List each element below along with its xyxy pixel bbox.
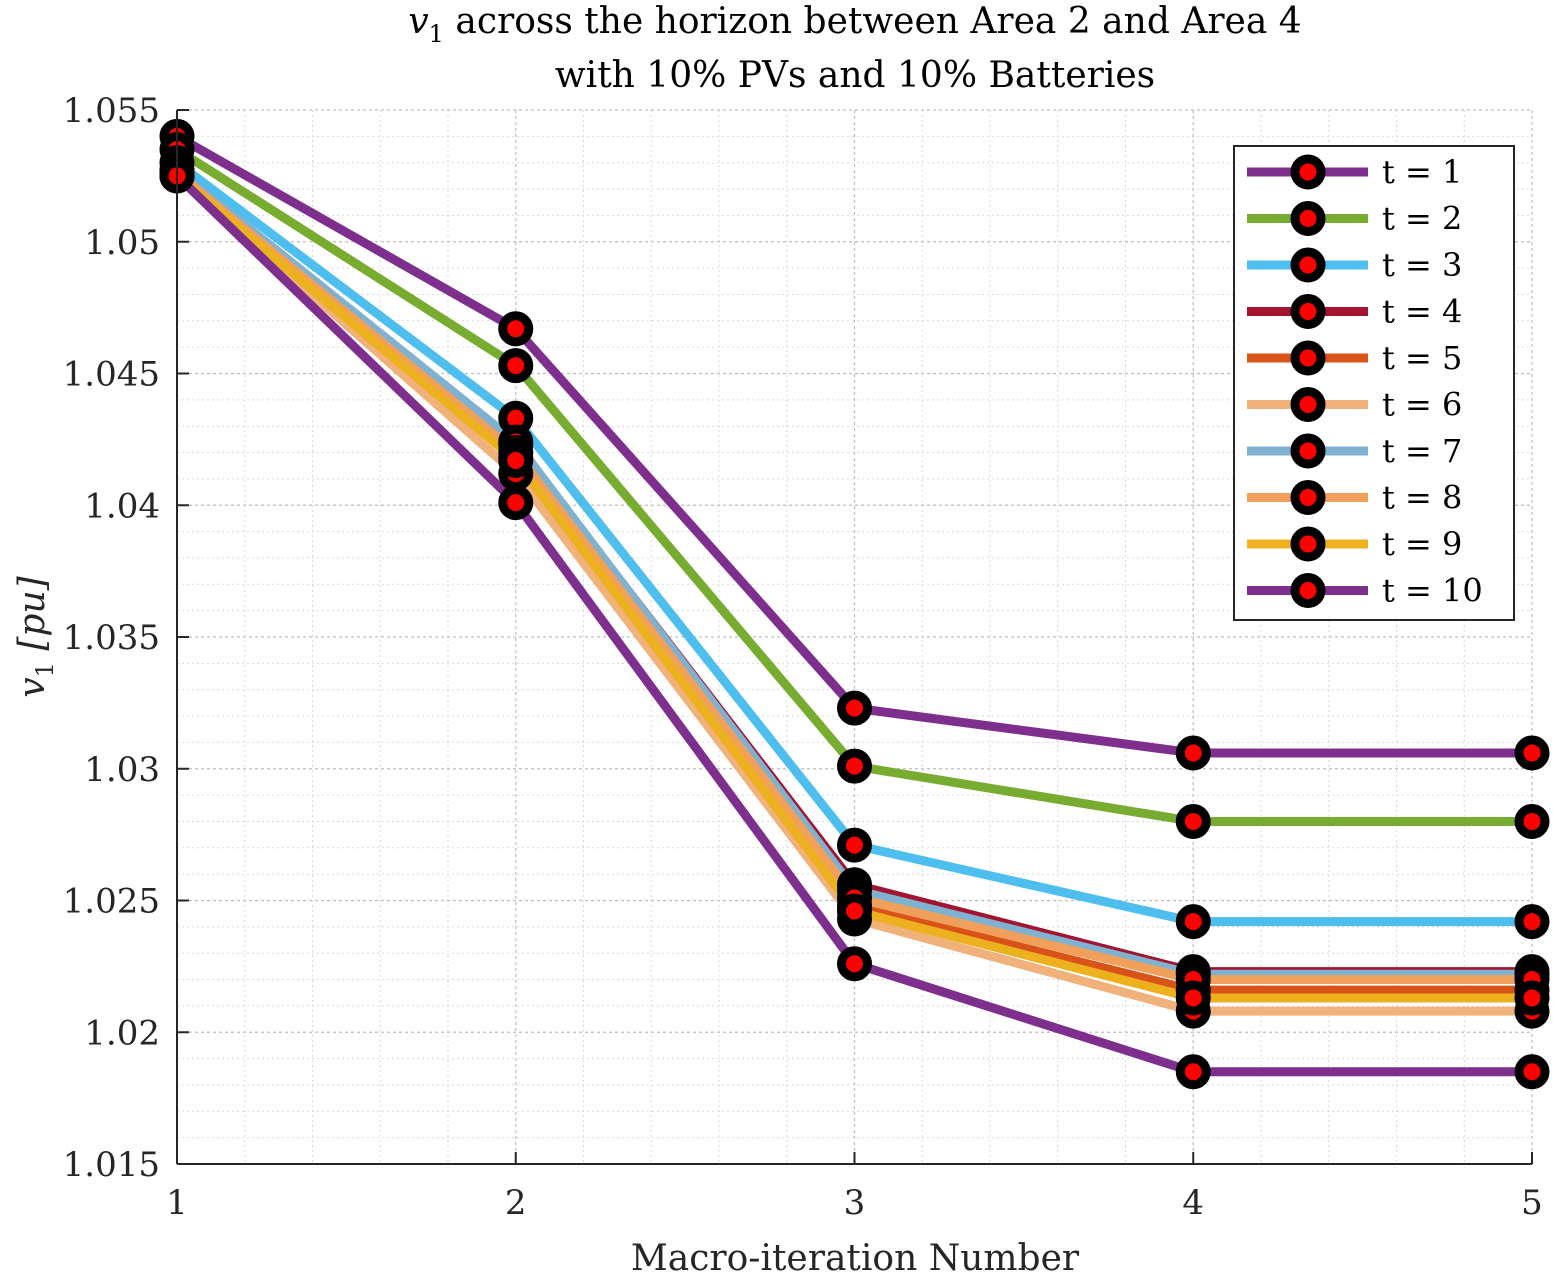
data-point-t3 [837,827,872,863]
data-point-t10 [498,485,534,521]
y-tick-label: 1.015 [63,1145,160,1185]
x-tick-labels: 1 2 3 4 5 [166,1183,1543,1223]
data-point-t3 [1175,904,1211,940]
legend-label-t1: t = 1 [1382,153,1462,191]
y-axis-unit: [pu] [12,575,53,662]
data-point-t9 [1175,980,1211,1016]
title-variable: v [408,1,428,42]
legend-marker-t6 [1290,387,1326,422]
legend: t = 1 t = 2 t = 3 t = 4 t = 5 t = 6 t = 7 t = 8… [1233,145,1515,621]
y-tick-label: 1.03 [84,750,160,790]
data-point-t2 [1514,803,1550,839]
y-axis-subscript: 1 [31,662,59,677]
legend-marker-t7 [1290,433,1326,469]
legend-entries: t = 1 t = 2 t = 3 t = 4 t = 5 t = 6 t = 7 t = 8… [1247,153,1483,610]
data-point-t1 [837,690,872,726]
y-axis-variable: v [12,677,53,697]
legend-marker-t10 [1290,573,1326,608]
legend-label-t4: t = 4 [1382,293,1462,331]
data-point-t2 [498,348,534,384]
y-tick-label: 1.04 [84,486,160,526]
y-tick-label: 1.025 [63,882,160,922]
chart-title-line1: v1 across the horizon between Area 2 and… [408,1,1301,48]
legend-label-t6: t = 6 [1382,386,1462,424]
legend-marker-t3 [1290,247,1326,283]
data-point-t1 [1514,735,1550,771]
series-markers [159,118,1550,1090]
data-point-t9 [837,893,872,929]
legend-marker-t2 [1290,201,1326,236]
x-tick-label: 3 [844,1183,866,1223]
y-tick-label: 1.05 [84,223,160,263]
y-tick-label: 1.045 [63,355,160,395]
tick-marks [176,109,1533,1165]
legend-label-t7: t = 7 [1382,432,1462,470]
data-point-t9 [498,442,534,478]
x-tick-label: 4 [1182,1183,1204,1223]
title-subscript: 1 [429,20,444,48]
x-tick-label: 1 [166,1183,188,1223]
legend-label-t10: t = 10 [1382,572,1483,610]
legend-marker-t5 [1290,340,1326,376]
legend-label-t8: t = 8 [1382,479,1462,517]
y-tick-label: 1.035 [63,618,160,658]
data-point-t1 [1175,735,1211,771]
data-point-t10 [837,946,872,982]
chart-title-line2: with 10% PVs and 10% Batteries [555,55,1155,96]
data-point-t3 [1514,904,1550,940]
y-tick-label: 1.02 [84,1013,160,1053]
x-tick-label: 5 [1521,1183,1543,1223]
legend-marker-t8 [1290,480,1326,515]
legend-label-t3: t = 3 [1382,246,1462,284]
legend-label-t5: t = 5 [1382,339,1462,377]
legend-marker-t4 [1290,294,1326,329]
data-point-t9 [1514,980,1550,1016]
data-point-t10 [1175,1054,1211,1090]
data-point-t1 [498,311,534,347]
x-axis-title: Macro-iteration Number [631,1238,1080,1275]
data-point-t2 [1175,803,1211,839]
title-rest: across the horizon between Area 2 and Ar… [444,1,1302,42]
legend-label-t9: t = 9 [1382,525,1462,563]
y-tick-labels: 1.015 1.02 1.025 1.03 1.035 1.04 1.045 1.05 1.05… [63,91,160,1185]
x-tick-label: 2 [505,1183,527,1223]
legend-marker-t9 [1290,526,1326,562]
data-point-t2 [837,748,872,784]
y-axis-title: v1 [pu] [12,575,59,697]
data-point-t10 [1514,1054,1550,1090]
y-tick-label: 1.055 [63,91,160,131]
legend-label-t2: t = 2 [1382,200,1462,238]
legend-marker-t1 [1290,154,1326,190]
